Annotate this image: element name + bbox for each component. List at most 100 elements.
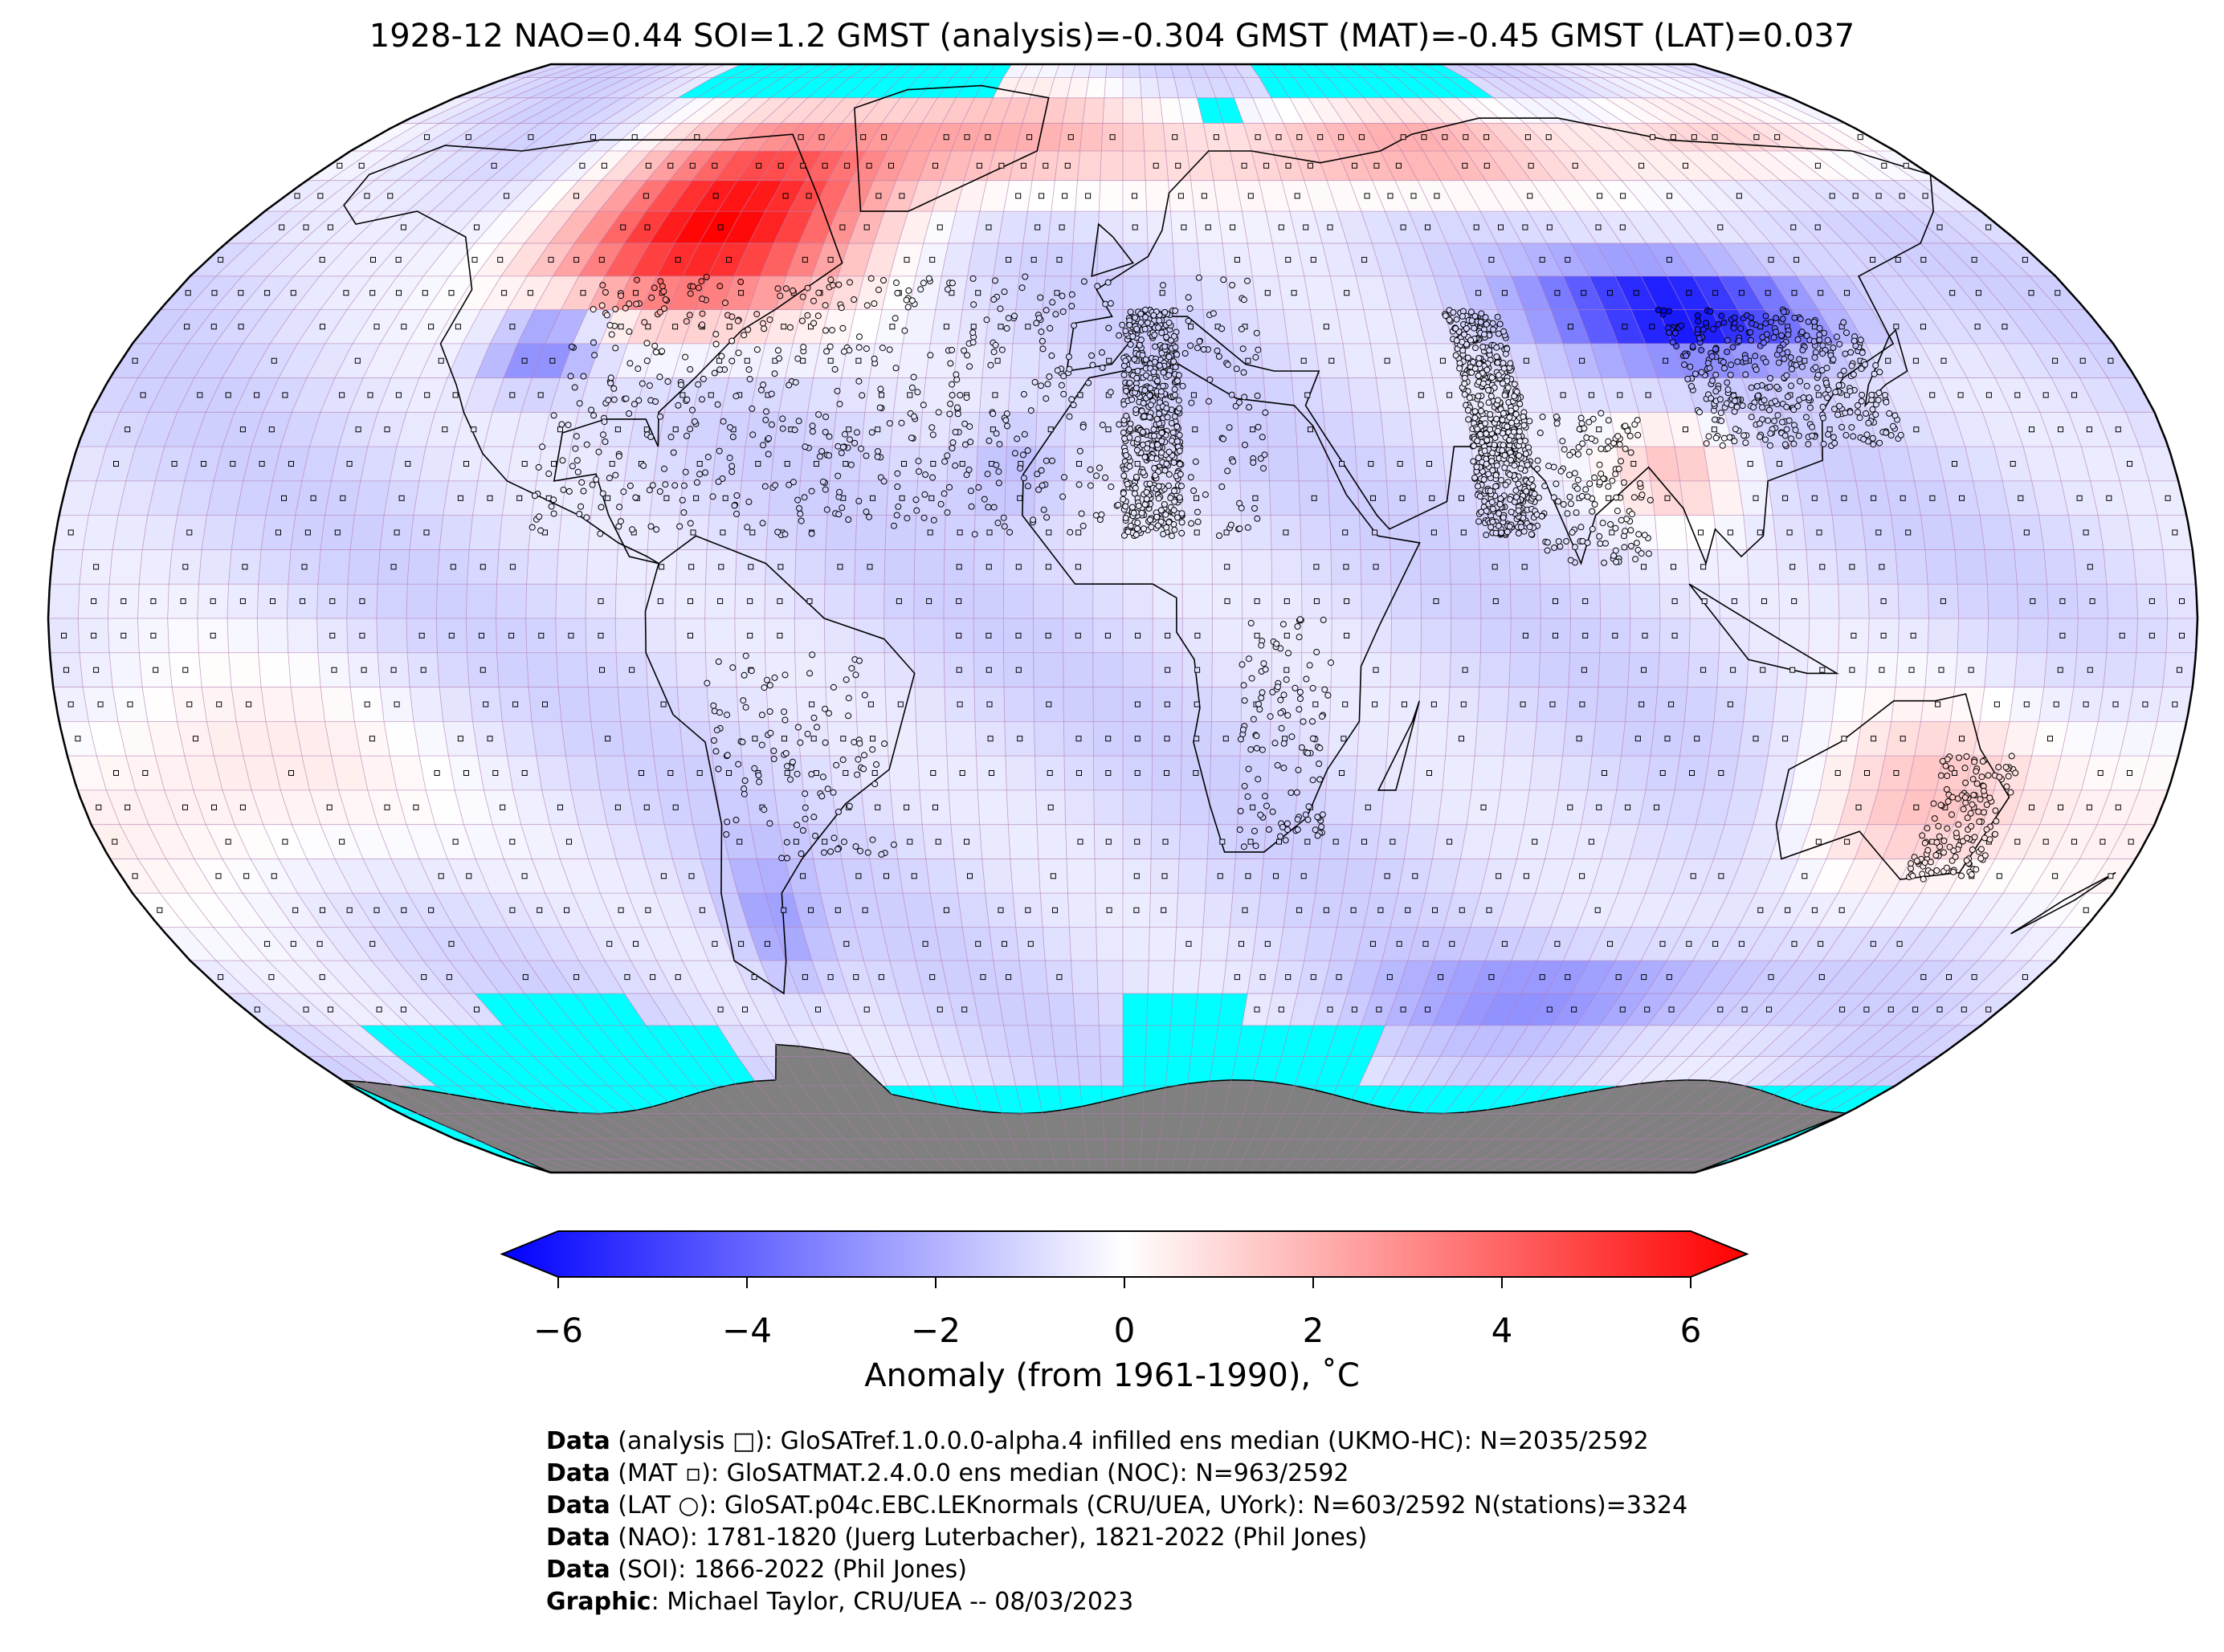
grid-cell (745, 412, 779, 447)
analysis-marker (930, 770, 937, 776)
grid-cell (1266, 789, 1297, 825)
station-marker (646, 382, 653, 390)
analysis-marker (2022, 256, 2028, 263)
analysis-marker (157, 907, 163, 913)
grid-cell (1838, 859, 1883, 894)
analysis-marker (1560, 392, 1566, 398)
analysis-marker (150, 598, 157, 605)
analysis-marker (2057, 667, 2063, 673)
analysis-marker (793, 838, 799, 845)
station-marker (1129, 332, 1136, 340)
station-marker (589, 481, 596, 488)
analysis-marker (548, 256, 554, 263)
grid-cell (773, 993, 814, 1026)
analysis-marker (1612, 632, 1618, 638)
grid-cell (889, 961, 924, 994)
station-marker (1060, 390, 1067, 398)
analysis-marker (1815, 392, 1822, 398)
station-marker (1066, 365, 1073, 373)
analysis-marker (1855, 804, 1862, 810)
grid-cell (1180, 789, 1210, 825)
analysis-marker (957, 701, 963, 708)
grid-cell (1083, 97, 1104, 124)
analysis-marker (818, 134, 825, 141)
station-marker (1147, 516, 1153, 524)
analysis-marker (1912, 357, 1919, 364)
grid-cell (1145, 1025, 1171, 1057)
grid-cell (1063, 584, 1093, 618)
grid-cell (1148, 243, 1175, 276)
analysis-marker (424, 392, 431, 398)
analysis-marker (1920, 256, 1927, 263)
grid-cell (1524, 893, 1563, 928)
analysis-marker (1870, 940, 1876, 947)
grid-cell (439, 515, 473, 550)
station-marker (1039, 345, 1047, 353)
grid-cell (1713, 824, 1753, 859)
grid-cell (1471, 756, 1504, 790)
analysis-marker (1463, 134, 1469, 141)
analysis-marker (1433, 598, 1439, 605)
grid-cell (1260, 343, 1292, 378)
analysis-marker (618, 907, 624, 913)
analysis-marker (645, 324, 651, 330)
analysis-marker (1582, 632, 1589, 638)
station-marker (1188, 399, 1195, 406)
grid-cell (945, 721, 977, 757)
analysis-marker (1885, 357, 1891, 364)
station-marker (1135, 502, 1142, 509)
grid-cell (1719, 618, 1750, 653)
analysis-marker (1105, 736, 1112, 742)
analysis-marker (1386, 974, 1393, 981)
analysis-marker (1159, 290, 1165, 296)
station-marker (795, 418, 802, 425)
grid-cell (1269, 480, 1300, 516)
station-marker (686, 312, 693, 319)
analysis-marker (1067, 134, 1074, 141)
analysis-marker (239, 426, 246, 433)
station-marker (1004, 422, 1010, 430)
station-marker (786, 481, 793, 488)
analysis-marker (1879, 564, 1885, 570)
station-marker (800, 344, 807, 351)
grid-cell (1826, 1025, 1886, 1057)
analysis-marker (1712, 940, 1719, 947)
grid-cell (1496, 961, 1538, 994)
station-marker (1185, 317, 1192, 324)
analysis-marker (339, 392, 345, 398)
grid-cell (338, 789, 378, 825)
analysis-marker (479, 667, 486, 673)
grid-cell (1535, 859, 1573, 894)
grid-cell (1524, 789, 1559, 825)
analysis-marker (225, 838, 231, 845)
station-marker (1155, 483, 1162, 490)
station-marker (1152, 343, 1159, 350)
analysis-marker (303, 1006, 309, 1013)
grid-cell (512, 789, 550, 825)
grid-cell (1297, 447, 1328, 481)
analysis-marker (598, 256, 605, 263)
analysis-marker (1389, 838, 1396, 845)
station-marker (1127, 426, 1134, 433)
station-marker (941, 490, 948, 497)
grid-cell (1300, 515, 1331, 550)
grid-cell (700, 859, 738, 894)
grid-cell (1179, 824, 1209, 859)
grid-cell (534, 927, 579, 961)
grid-cell (1210, 756, 1240, 790)
station-marker (699, 321, 706, 328)
analysis-marker (281, 495, 287, 501)
analysis-marker (1344, 598, 1350, 605)
analysis-marker (1938, 667, 1944, 673)
station-marker (835, 281, 843, 288)
analysis-marker (413, 804, 419, 810)
station-marker (975, 483, 982, 491)
grid-cell (360, 1025, 420, 1057)
grid-cell (198, 652, 232, 687)
station-marker (1151, 332, 1158, 338)
station-marker (728, 463, 736, 470)
analysis-marker (1594, 907, 1601, 913)
analysis-marker (504, 193, 510, 199)
analysis-marker (1523, 873, 1529, 879)
station-marker (591, 352, 598, 359)
